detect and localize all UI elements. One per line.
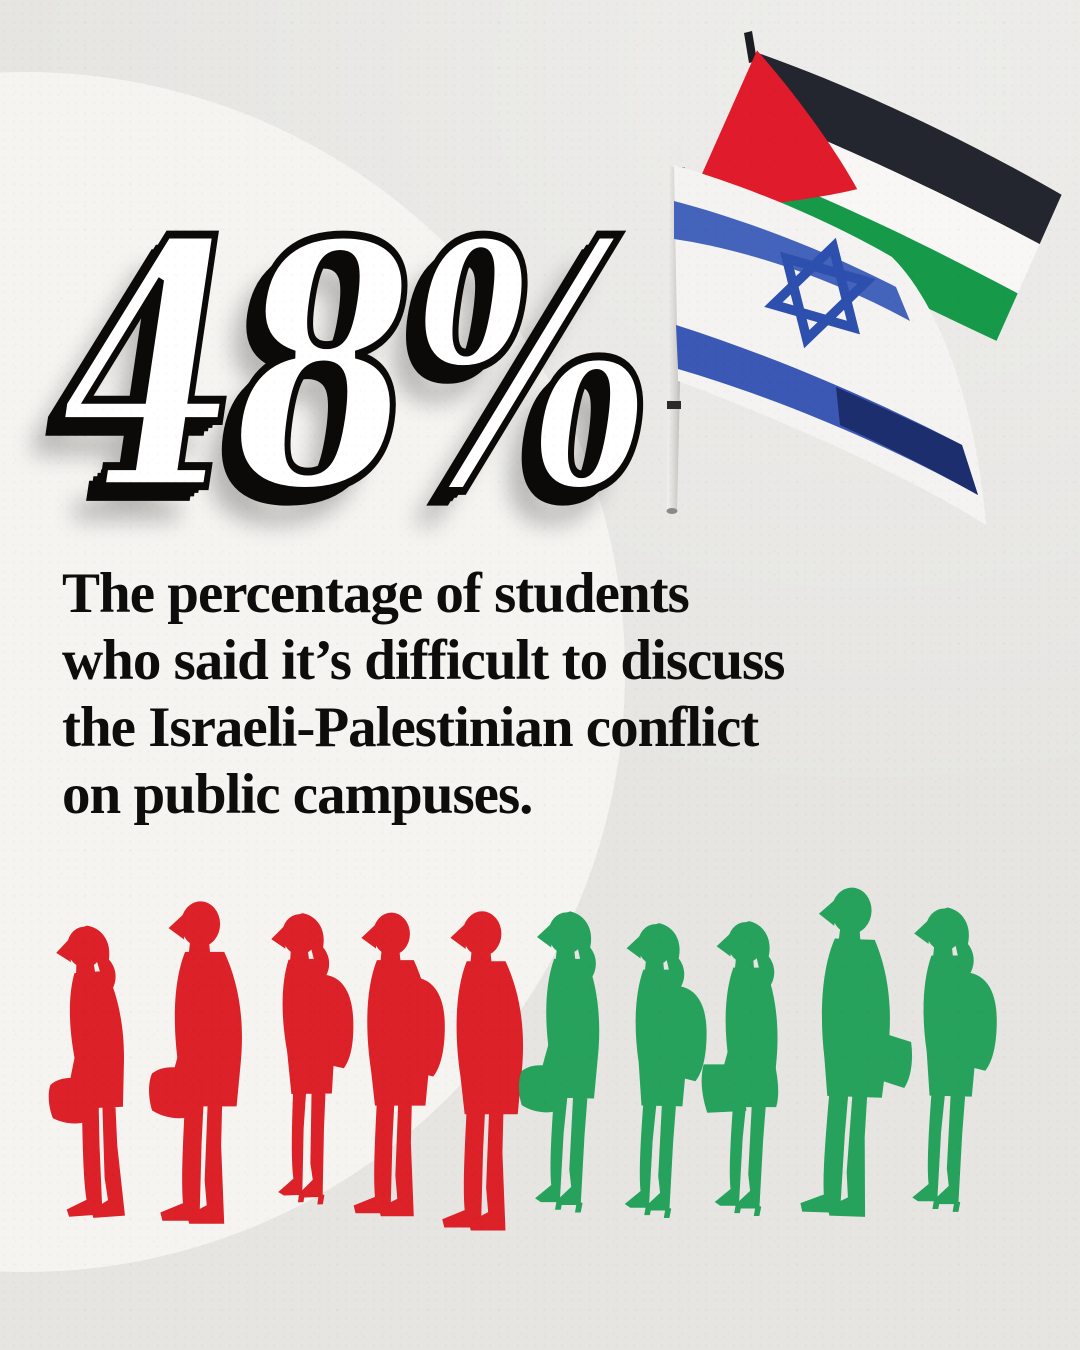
flags-illustration — [666, 31, 1062, 525]
student-silhouette — [624, 923, 707, 1218]
stat-value: 48% — [57, 167, 657, 567]
student-silhouette — [518, 911, 600, 1213]
star-of-david-icon — [764, 237, 876, 349]
student-silhouette — [912, 907, 997, 1212]
israeli-flag — [674, 165, 986, 525]
student-silhouette — [701, 921, 779, 1216]
student-silhouette — [442, 911, 524, 1231]
palestinian-flag-red-triangle — [687, 50, 858, 208]
student-silhouette — [353, 912, 445, 1217]
students-pictogram — [48, 887, 997, 1231]
palestinian-flagpole-tip — [744, 31, 757, 63]
student-silhouette — [800, 887, 913, 1217]
student-silhouette — [48, 925, 125, 1218]
stat-description: The percentage of students who said it’s… — [62, 562, 785, 826]
student-silhouette — [271, 913, 354, 1205]
palestinian-flag-black-stripe — [735, 53, 1062, 245]
israeli-flag-fold-shadow — [836, 387, 978, 495]
student-silhouette — [149, 901, 242, 1224]
